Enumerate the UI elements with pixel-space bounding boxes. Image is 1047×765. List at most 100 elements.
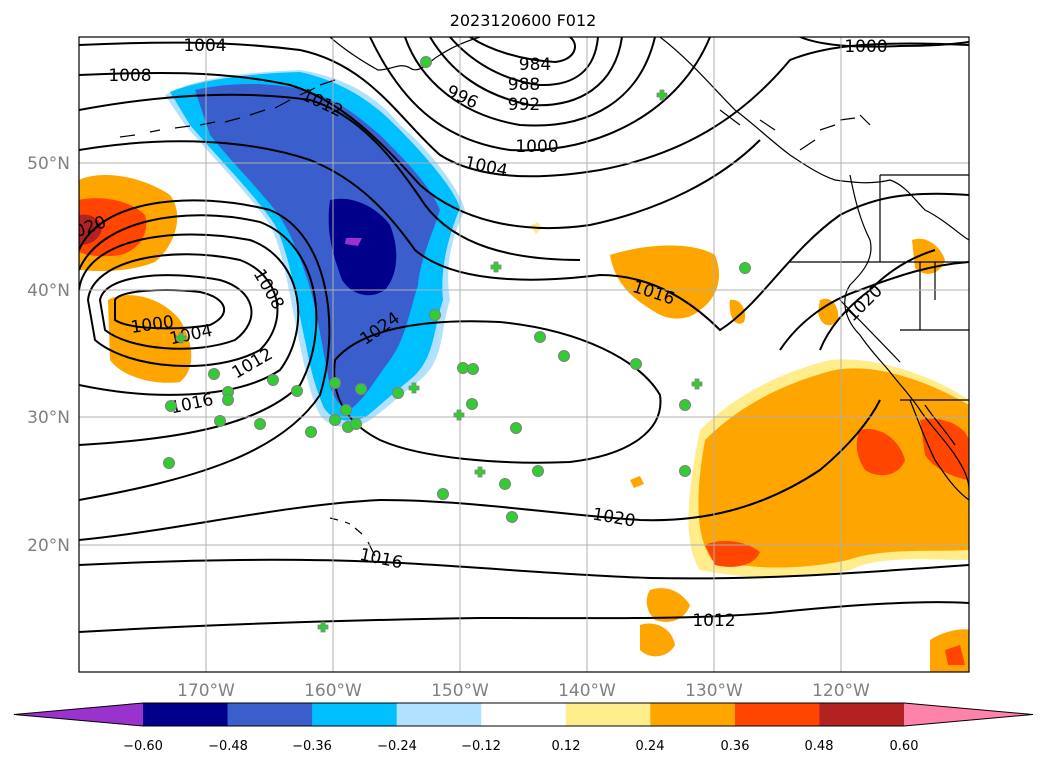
- anomaly-coast-orange: [818, 298, 839, 326]
- anomaly-south-orange: [646, 588, 690, 622]
- observation-circle: [558, 350, 570, 362]
- colorbar-tick-labels: −0.60 −0.48 −0.36 −0.24 −0.12 0.12 0.24 …: [123, 739, 918, 754]
- lat-label-40n: 40°N: [27, 281, 70, 301]
- observation-cross: [474, 466, 486, 478]
- observation-circle: [499, 478, 511, 490]
- anomaly-small-2: [630, 476, 644, 488]
- isobar-1000-north: [369, 37, 711, 152]
- colorbar-segments: [13, 702, 1034, 727]
- observation-cross: [317, 621, 329, 633]
- lat-label-30n: 30°N: [27, 408, 70, 428]
- colorbar-label: 0.48: [805, 739, 834, 754]
- lon-label-170w: 170°W: [177, 681, 235, 701]
- observation-circle: [510, 422, 522, 434]
- high-center-1024: [333, 320, 662, 464]
- observation-circle: [739, 262, 751, 274]
- low-center-1008: [86, 253, 279, 368]
- observation-circle: [165, 400, 177, 412]
- anomaly-purple: [345, 238, 362, 246]
- lon-label-160w: 160°W: [304, 681, 362, 701]
- anomaly-south-orange-2: [640, 623, 675, 657]
- observation-circle: [420, 56, 432, 68]
- isobar-1004-north: [79, 41, 969, 178]
- isobars: [79, 37, 969, 633]
- colorbar-segment: [734, 703, 820, 726]
- observation-circle: [355, 383, 367, 395]
- low-center-1020: [79, 199, 331, 501]
- isobar-992: [429, 37, 623, 107]
- isobar-984: [469, 37, 576, 64]
- anomaly-west-darkred: [79, 214, 102, 245]
- observation-circle: [214, 415, 226, 427]
- observation-circle: [291, 385, 303, 397]
- observation-circle: [392, 387, 404, 399]
- gulf-california-coastline: [924, 404, 956, 446]
- colorbar-label: 0.36: [721, 739, 750, 754]
- observation-cross: [175, 332, 187, 344]
- colorbar-segment: [143, 703, 229, 726]
- longitude-labels: 170°W 160°W 150°W 140°W 130°W 120°W: [177, 681, 870, 701]
- colorbar-segment: [396, 703, 482, 726]
- colorbar-extend-right: [904, 703, 1033, 726]
- lat-label-20n: 20°N: [27, 536, 70, 556]
- colorbar-label: −0.24: [377, 739, 417, 754]
- observation-circle: [222, 394, 234, 406]
- colorbar-label: 0.24: [636, 739, 665, 754]
- map-title: 2023120600 F012: [450, 11, 597, 30]
- lon-label-120w: 120°W: [812, 681, 870, 701]
- colorbar-segment: [227, 703, 313, 726]
- contour-label: 1012: [692, 611, 735, 631]
- observation-circle: [163, 457, 175, 469]
- colorbar-outline: [13, 702, 1034, 727]
- isobar-1016-south: [79, 558, 969, 580]
- anomaly-dark-blue: [328, 198, 397, 296]
- observation-crosses: [175, 89, 703, 633]
- colorbar: −0.60 −0.48 −0.36 −0.24 −0.12 0.12 0.24 …: [13, 702, 1034, 754]
- observation-cross: [656, 89, 668, 101]
- isobar-996: [404, 37, 656, 127]
- contour-label: 1000: [515, 137, 558, 157]
- colorbar-label: −0.48: [208, 739, 248, 754]
- alaska-coastline: [329, 37, 481, 71]
- colorbar-segment: [565, 703, 651, 726]
- observation-cross: [453, 409, 465, 421]
- anomaly-se-red-2: [705, 540, 760, 567]
- isobar-1012-north: [79, 93, 581, 261]
- contour-label: 984: [519, 55, 551, 75]
- observation-circle: [679, 465, 691, 477]
- colorbar-segment: [312, 703, 398, 726]
- contour-label: 992: [508, 95, 540, 115]
- colorbar-label: −0.36: [292, 739, 332, 754]
- observation-circle: [630, 358, 642, 370]
- anomaly-coast-orange-2: [729, 299, 746, 324]
- observation-circle: [532, 465, 544, 477]
- colorbar-label: 0.12: [552, 739, 581, 754]
- us-state-borders: [839, 175, 969, 401]
- contour-label: 988: [508, 75, 540, 95]
- isobar-1000-ne: [799, 37, 969, 48]
- colorbar-segment: [481, 703, 567, 726]
- contour-label: 1000: [844, 37, 887, 57]
- pacific-northwest-coastline: [659, 37, 969, 241]
- isobar-1016-north: [79, 140, 969, 332]
- observation-cross: [691, 378, 703, 390]
- observation-circle: [329, 414, 341, 426]
- isobar-1008-north: [79, 71, 761, 230]
- colorbar-extend-left: [14, 703, 143, 726]
- colorbar-segment: [819, 703, 905, 726]
- observation-circle: [340, 404, 352, 416]
- lon-label-150w: 150°W: [431, 681, 489, 701]
- lat-label-50n: 50°N: [27, 154, 70, 174]
- observation-circle: [466, 398, 478, 410]
- observation-circle: [267, 374, 279, 386]
- observation-circle: [329, 377, 341, 389]
- anomaly-medium-blue: [195, 84, 440, 409]
- observation-circle: [208, 368, 220, 380]
- anomaly-low-orange: [108, 295, 192, 383]
- west-coast-coastline: [844, 174, 969, 491]
- lon-label-130w: 130°W: [685, 681, 743, 701]
- low-center-1016: [79, 214, 318, 446]
- canadian-islands: [719, 109, 871, 151]
- anomaly-se-orange: [698, 368, 969, 568]
